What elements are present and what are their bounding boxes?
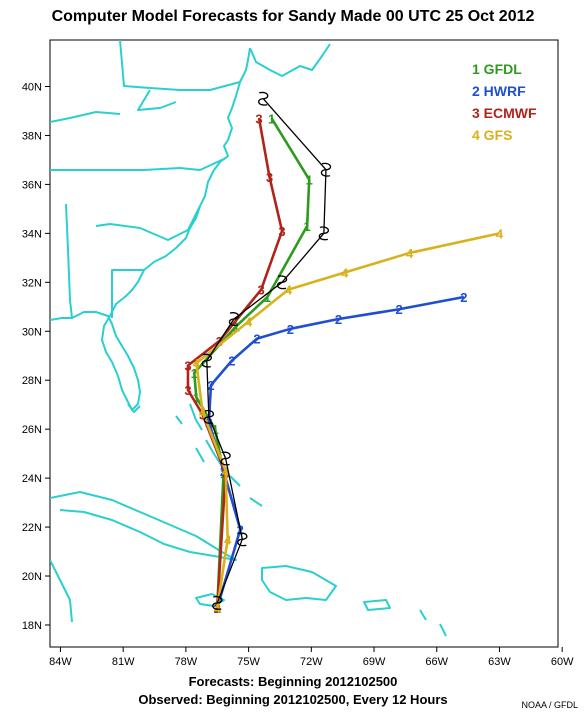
lat-tick-label: 36N bbox=[22, 179, 42, 191]
chart-title: Computer Model Forecasts for Sandy Made … bbox=[51, 8, 535, 25]
track-point-1-gfdl: 1 bbox=[214, 601, 221, 616]
florida-tip bbox=[127, 403, 141, 413]
track-point-4-gfs: 4 bbox=[224, 532, 232, 547]
track-point-1-gfdl: 1 bbox=[193, 390, 200, 405]
track-point-1-gfdl: 1 bbox=[268, 111, 275, 126]
model-legend: 1 GFDL 2 HWRF 3 ECMWF 4 GFS bbox=[472, 61, 537, 143]
track-point-3-ecmwf: 3 bbox=[184, 383, 191, 398]
track-point-3-ecmwf: 3 bbox=[214, 601, 221, 616]
hurricane-symbol bbox=[212, 595, 223, 610]
track-point-2-hwrf: 2 bbox=[205, 415, 212, 430]
cuba bbox=[50, 491, 237, 561]
hispaniola bbox=[261, 565, 337, 601]
yucatan bbox=[50, 559, 73, 623]
track-point-4-gfs: 4 bbox=[222, 464, 230, 479]
hurricane-symbol bbox=[220, 451, 231, 466]
state-border-5 bbox=[111, 269, 144, 318]
legend-item: 2 HWRF bbox=[472, 83, 526, 99]
state-border-2 bbox=[119, 40, 241, 91]
track-point-1-gfdl: 1 bbox=[306, 173, 313, 188]
track-point-4-gfs: 4 bbox=[285, 283, 293, 298]
track-point-3-ecmwf: 3 bbox=[184, 359, 191, 374]
lat-tick-label: 30N bbox=[22, 326, 42, 338]
lon-tick-label: 72W bbox=[300, 656, 323, 668]
state-border-1 bbox=[50, 157, 227, 171]
track-point-3-ecmwf: 3 bbox=[278, 224, 285, 239]
credit-label: NOAA / GFDL bbox=[521, 700, 578, 710]
track-line-2-hwrf bbox=[207, 295, 465, 609]
hurricane-symbol bbox=[203, 409, 214, 424]
lat-tick-label: 24N bbox=[22, 473, 42, 485]
lat-tick-label: 20N bbox=[22, 571, 42, 583]
bahamas bbox=[175, 403, 263, 507]
track-point-4-gfs: 4 bbox=[193, 356, 201, 371]
axis-ticks: 84W 81W 78W 75W 72W 69W 66W 63W 60W 40N 38N 36N 34N 3… bbox=[22, 82, 574, 668]
lesser-antilles bbox=[419, 609, 447, 637]
lat-tick-label: 22N bbox=[22, 522, 42, 534]
us-coastline bbox=[50, 47, 251, 411]
state-border-6 bbox=[50, 111, 121, 123]
track-point-1-gfdl: 1 bbox=[304, 219, 311, 234]
state-border-4 bbox=[65, 203, 73, 319]
track-point-1-gfdl: 1 bbox=[232, 319, 239, 334]
hurricane-symbol bbox=[276, 275, 288, 290]
lon-tick-label: 81W bbox=[112, 656, 135, 668]
track-point-3-ecmwf: 3 bbox=[266, 170, 273, 185]
lon-tick-label: 75W bbox=[237, 656, 260, 668]
track-point-4-gfs: 4 bbox=[199, 405, 207, 420]
track-line-4-gfs bbox=[195, 232, 500, 609]
map-frame bbox=[49, 39, 559, 648]
hurricane-symbol bbox=[228, 312, 240, 326]
legend-item: 1 GFDL bbox=[472, 61, 522, 77]
track-point-1-gfdl: 1 bbox=[212, 422, 219, 437]
track-point-2-hwrf: 2 bbox=[287, 322, 294, 337]
lat-tick-label: 40N bbox=[22, 82, 42, 94]
lon-tick-label: 69W bbox=[363, 656, 386, 668]
legend-item: 3 ECMWF bbox=[472, 105, 537, 121]
lon-tick-label: 60W bbox=[551, 656, 574, 668]
forecast-start-caption: Forecasts: Beginning 2012102500 bbox=[188, 674, 398, 689]
track-point-2-hwrf: 2 bbox=[253, 332, 260, 347]
coastline-layer bbox=[50, 40, 447, 637]
track-line-observed bbox=[206, 98, 327, 604]
track-point-2-hwrf: 2 bbox=[207, 378, 214, 393]
lat-tick-label: 34N bbox=[22, 228, 42, 240]
lat-tick-label: 28N bbox=[22, 375, 42, 387]
track-point-4-gfs: 4 bbox=[214, 601, 222, 616]
hurricane-symbol bbox=[318, 226, 329, 241]
state-border-7 bbox=[249, 43, 331, 77]
state-border-8 bbox=[95, 205, 201, 241]
legend-item: 4 GFS bbox=[472, 127, 512, 143]
track-point-2-hwrf: 2 bbox=[228, 354, 235, 369]
state-border-3 bbox=[137, 89, 177, 111]
track-point-4-gfs: 4 bbox=[496, 226, 504, 241]
track-point-1-gfdl: 1 bbox=[264, 290, 271, 305]
lon-tick-label: 78W bbox=[175, 656, 198, 668]
track-point-1-gfdl: 1 bbox=[191, 366, 198, 381]
lat-tick-label: 26N bbox=[22, 424, 42, 436]
puerto-rico bbox=[363, 599, 391, 611]
track-point-2-hwrf: 2 bbox=[396, 302, 403, 317]
hurricane-symbol bbox=[320, 162, 332, 177]
track-point-2-hwrf: 2 bbox=[460, 290, 467, 305]
hurricane-symbol bbox=[258, 91, 269, 106]
lat-tick-label: 32N bbox=[22, 277, 42, 289]
track-point-4-gfs: 4 bbox=[406, 246, 414, 261]
hurricane-symbol bbox=[201, 353, 212, 368]
track-point-3-ecmwf: 3 bbox=[258, 283, 265, 298]
track-point-3-ecmwf: 3 bbox=[255, 111, 262, 126]
lon-tick-label: 66W bbox=[425, 656, 448, 668]
lon-tick-label: 84W bbox=[49, 656, 72, 668]
forecast-tracks: 1111111111222222222223333333333444444444… bbox=[184, 91, 504, 616]
hurricane-symbol bbox=[237, 532, 248, 547]
lat-tick-label: 38N bbox=[22, 130, 42, 142]
track-point-4-gfs: 4 bbox=[341, 266, 349, 281]
track-point-2-hwrf: 2 bbox=[214, 601, 221, 616]
track-point-2-hwrf: 2 bbox=[335, 312, 342, 327]
lat-tick-label: 18N bbox=[22, 620, 42, 632]
observed-caption: Observed: Beginning 2012102500, Every 12… bbox=[138, 692, 448, 707]
lon-tick-label: 63W bbox=[488, 656, 511, 668]
track-point-4-gfs: 4 bbox=[245, 314, 253, 329]
